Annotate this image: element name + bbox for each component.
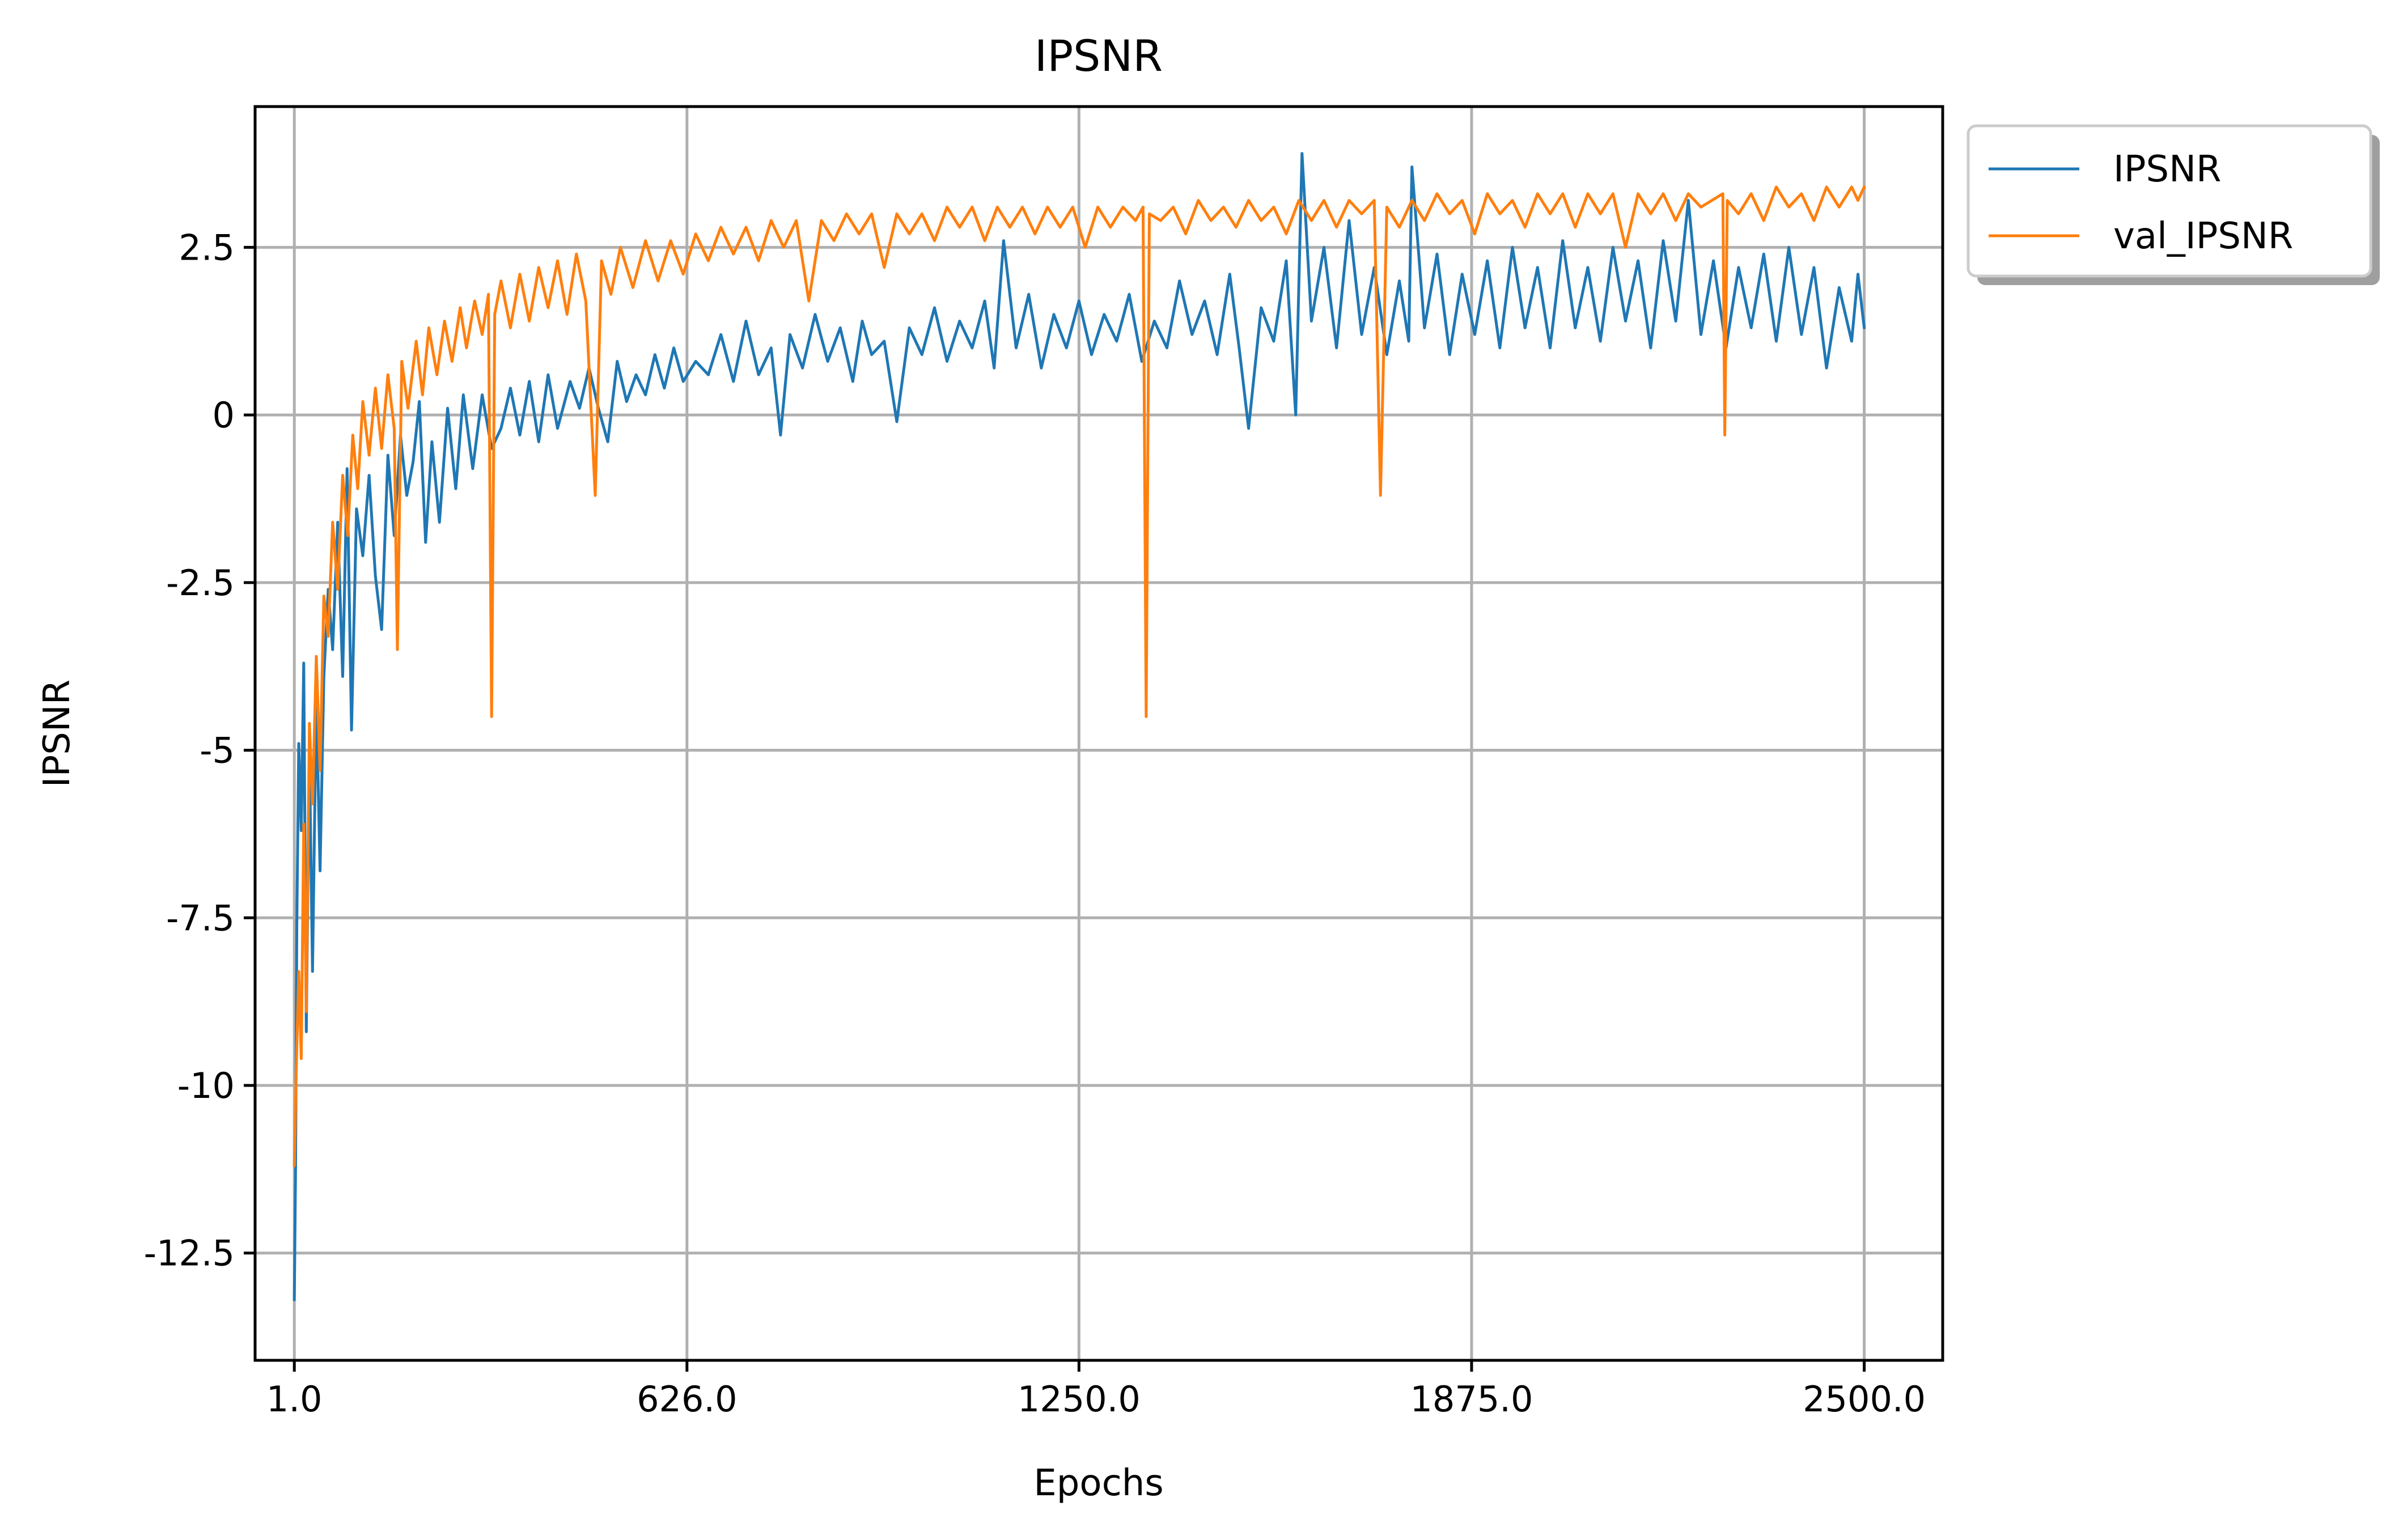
y-tick-label: 0 [213, 394, 235, 436]
y-tick-label: 2.5 [179, 227, 235, 268]
x-axis-label: Epochs [1033, 1462, 1163, 1504]
chart-title: IPSNR [1035, 31, 1163, 81]
x-tick-label: 1250.0 [1018, 1378, 1141, 1420]
series-layer [293, 152, 1866, 1301]
y-tick-label: -7.5 [166, 897, 235, 939]
series-line-val-ipsnr [293, 185, 1866, 1168]
x-tick-label: 1875.0 [1410, 1378, 1533, 1420]
legend-label: IPSNR [2113, 149, 2221, 190]
x-tick-label: 2500.0 [1803, 1378, 1926, 1420]
y-tick-label: -10 [177, 1065, 235, 1106]
y-tick-label: -5 [200, 730, 235, 771]
axis-ticks: 1.0 626.0 1250.0 1875.0 2500.0 2.5 0 -2.5 -5 -7.5… [144, 227, 1926, 1420]
x-tick-label: 626.0 [637, 1378, 738, 1420]
legend-label: val_IPSNR [2113, 215, 2293, 257]
y-tick-label: -2.5 [166, 562, 235, 604]
y-axis-label: IPSNR [36, 680, 78, 787]
y-tick-label: -12.5 [144, 1233, 235, 1274]
series-line-ipsnr [293, 152, 1866, 1301]
plot-frame [253, 105, 1944, 1362]
grid-lines [255, 107, 1943, 1360]
legend: IPSNR val_IPSNR [1967, 124, 2380, 285]
x-tick-label: 1.0 [266, 1378, 323, 1420]
